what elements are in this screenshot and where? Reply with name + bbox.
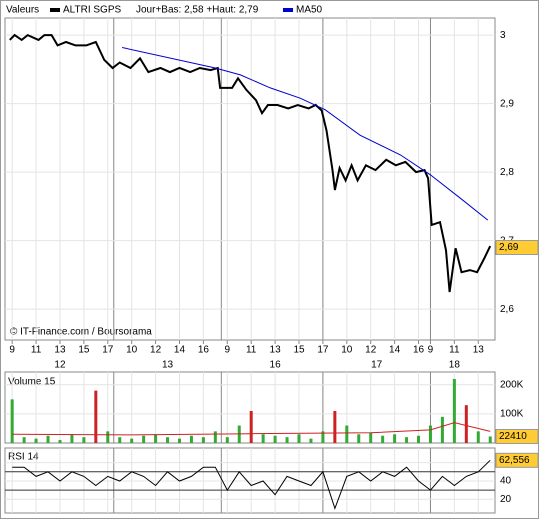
y-tick-label: 100K (500, 409, 524, 420)
last-value-box (495, 452, 539, 468)
x-tick-label: 12 (365, 345, 377, 356)
bar (177, 438, 181, 443)
y-tick-label: 3 (500, 30, 506, 41)
x-tick-label: 16 (198, 345, 210, 356)
bar (321, 431, 325, 443)
x-tick-label: 11 (449, 345, 460, 356)
bar (488, 436, 492, 443)
legend-swatch (283, 8, 293, 12)
bar (22, 437, 26, 443)
y-tick-label: 40 (500, 476, 512, 487)
line (9, 33, 492, 293)
bar (154, 434, 158, 443)
bar (166, 437, 170, 443)
x-tick-label: 9 (428, 345, 434, 356)
bar (393, 434, 397, 443)
legend-label: ALTRI SGPS (63, 5, 121, 16)
last-value-box (495, 428, 539, 444)
bar (189, 435, 193, 443)
bar (261, 434, 265, 443)
bar (440, 416, 444, 443)
x-tick-label: 17 (102, 345, 114, 356)
bar (46, 435, 50, 443)
bar (58, 440, 62, 443)
x-tick-label: 15 (78, 345, 90, 356)
bar (10, 399, 14, 443)
bar (476, 431, 480, 443)
bar (142, 435, 146, 443)
x-tick-label: 14 (174, 345, 186, 356)
bar (405, 437, 409, 443)
bar (130, 438, 134, 443)
x-tick-label: 17 (317, 345, 329, 356)
bar (345, 425, 349, 443)
last-value-label: 22410 (499, 431, 527, 442)
panel-title: Volume 15 (8, 377, 56, 388)
bar (106, 431, 110, 443)
bar (249, 410, 253, 443)
period-label: 16 (270, 360, 282, 371)
y-tick-label: 20 (500, 494, 512, 505)
x-tick-label: 13 (473, 345, 485, 356)
x-tick-label: 13 (270, 345, 282, 356)
x-tick-label: 12 (150, 345, 162, 356)
period-label: 13 (162, 360, 174, 371)
bar (417, 435, 421, 443)
line (12, 422, 491, 436)
bar (428, 425, 432, 443)
legend-swatch (50, 8, 60, 12)
x-tick-label: 13 (54, 345, 66, 356)
bar (369, 432, 373, 443)
x-tick-label: 10 (341, 345, 353, 356)
y-tick-label: 2,9 (500, 98, 514, 109)
period-label: 12 (54, 360, 66, 371)
y-tick-label: 200K (500, 379, 524, 390)
line (12, 459, 491, 510)
x-tick-label: 11 (31, 345, 42, 356)
bar (333, 410, 337, 443)
bar (381, 435, 385, 443)
y-tick-label: 2,6 (500, 304, 514, 315)
panel-title: RSI 14 (8, 452, 39, 463)
bar (213, 431, 217, 443)
bar (285, 437, 289, 443)
x-tick-label: 9 (225, 345, 231, 356)
bar (201, 437, 205, 443)
bar (225, 437, 229, 443)
last-value-label: 62,556 (499, 455, 530, 466)
bar (273, 435, 277, 443)
y-tick-label: 2,8 (500, 167, 514, 178)
bar (357, 434, 361, 443)
line (121, 47, 489, 221)
period-label: 18 (449, 360, 461, 371)
bar (70, 434, 74, 443)
bar (297, 434, 301, 443)
bar (464, 405, 468, 443)
price-panel (4, 17, 496, 341)
period-label: 17 (371, 360, 383, 371)
legend-label: MA50 (296, 5, 323, 16)
source: © IT-Finance.com / Boursorama (10, 327, 152, 338)
last-value-box (495, 240, 539, 256)
x-tick-label: 16 (413, 345, 425, 356)
last-value-label: 2,69 (499, 242, 519, 253)
bar (309, 438, 313, 443)
bar (94, 390, 98, 443)
x-tick-label: 15 (293, 345, 305, 356)
subtitle: Jour+Bas: 2,58 +Haut: 2,79 (136, 5, 259, 16)
x-tick-label: 11 (246, 345, 257, 356)
x-tick-label: 10 (126, 345, 138, 356)
x-tick-label: 14 (389, 345, 401, 356)
legend-title: Valeurs (6, 5, 39, 16)
bar (118, 437, 122, 443)
x-tick-label: 9 (9, 345, 15, 356)
bar (82, 437, 86, 443)
bar (452, 378, 456, 443)
bar (34, 438, 38, 443)
